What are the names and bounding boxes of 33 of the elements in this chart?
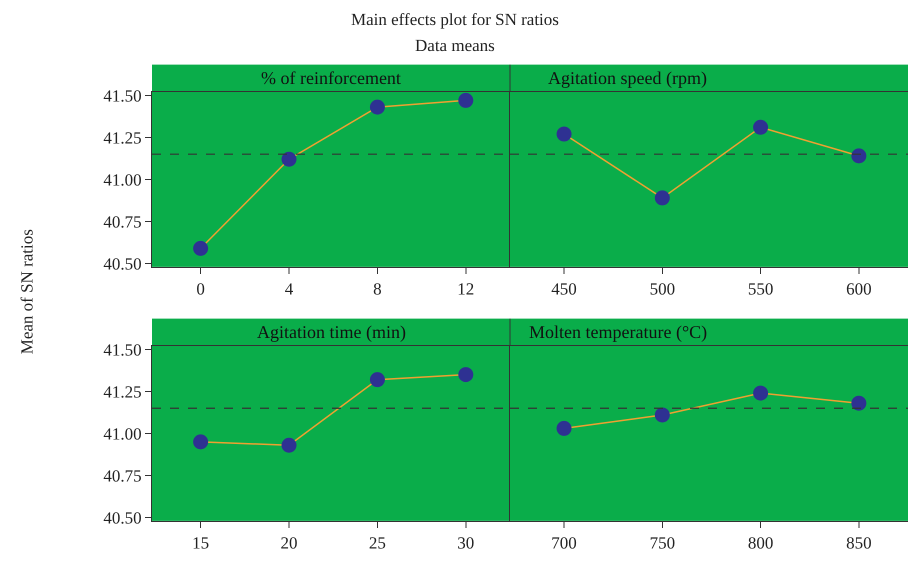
chart-subtitle: Data means xyxy=(415,36,495,55)
x-axis-title: Agitation time (min) xyxy=(257,322,406,342)
x-tick-label: 4 xyxy=(284,279,294,298)
x-tick-label: 8 xyxy=(373,279,382,298)
y-tick-label: 40.75 xyxy=(103,466,142,486)
y-tick-label: 41.25 xyxy=(103,128,142,148)
chart-title: Main effects plot for SN ratios xyxy=(351,10,559,29)
y-tick-label: 40.50 xyxy=(103,254,142,274)
x-tick-label: 25 xyxy=(368,533,386,552)
x-tick-label: 20 xyxy=(280,533,298,552)
x-axis-title: Agitation speed (rpm) xyxy=(548,68,707,88)
y-tick-label: 41.25 xyxy=(103,382,142,402)
x-tick-label: 15 xyxy=(192,533,210,552)
x-tick-label: 12 xyxy=(457,279,474,298)
x-tick-label: 30 xyxy=(457,533,474,552)
x-tick-label: 850 xyxy=(846,533,872,552)
x-tick-label: 500 xyxy=(650,279,676,298)
y-tick-label: 40.50 xyxy=(103,508,142,528)
y-tick-label: 40.75 xyxy=(103,212,142,232)
x-axis-title: % of reinforcement xyxy=(261,68,401,88)
x-tick-label: 700 xyxy=(551,533,577,552)
x-tick-label: 0 xyxy=(196,279,205,298)
y-axis-title: Mean of SN ratios xyxy=(18,229,37,354)
x-tick-label: 750 xyxy=(650,533,676,552)
y-tick-label: 41.50 xyxy=(103,86,142,106)
y-tick-label: 41.00 xyxy=(103,170,142,190)
x-tick-label: 550 xyxy=(748,279,774,298)
y-tick-label: 41.50 xyxy=(103,340,142,360)
x-tick-label: 800 xyxy=(748,533,774,552)
x-tick-label: 600 xyxy=(846,279,872,298)
y-tick-label: 41.00 xyxy=(103,424,142,444)
x-axis-title: Molten temperature (°C) xyxy=(529,322,708,342)
x-tick-label: 450 xyxy=(551,279,577,298)
